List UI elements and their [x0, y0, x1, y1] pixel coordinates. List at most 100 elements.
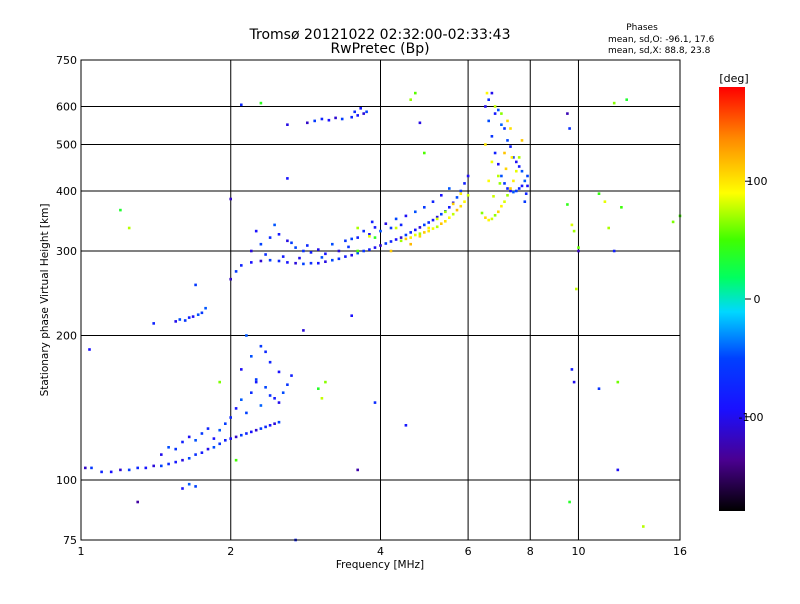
- data-point: [250, 391, 253, 394]
- data-point: [259, 427, 263, 430]
- data-point: [218, 442, 221, 446]
- data-point: [337, 249, 341, 253]
- data-point: [616, 468, 620, 472]
- y-axis-label: Stationary phase Virtual Height [km]: [39, 204, 51, 397]
- data-point: [493, 105, 497, 108]
- data-point: [234, 435, 238, 439]
- data-point: [394, 226, 398, 230]
- data-point: [389, 249, 393, 253]
- y-tick-label: 300: [56, 245, 77, 258]
- data-point: [566, 112, 569, 115]
- data-point: [331, 242, 334, 246]
- colorbar-tick-label: 100: [747, 175, 768, 188]
- data-point: [259, 404, 263, 407]
- data-point: [320, 256, 324, 259]
- data-point: [224, 439, 227, 442]
- data-point: [268, 236, 272, 239]
- data-point: [444, 220, 447, 223]
- data-point: [344, 255, 347, 258]
- data-point: [597, 192, 601, 195]
- data-point: [509, 187, 512, 190]
- data-point: [206, 447, 210, 451]
- data-point: [362, 229, 365, 233]
- data-point: [455, 208, 459, 212]
- data-point: [340, 117, 344, 121]
- data-point: [492, 195, 495, 198]
- data-point: [194, 439, 197, 442]
- data-point: [212, 437, 216, 440]
- data-point: [234, 407, 238, 410]
- data-point: [240, 398, 243, 401]
- data-point: [409, 98, 412, 101]
- data-point: [368, 233, 371, 236]
- x-tick-label: 8: [527, 545, 534, 558]
- data-point: [414, 210, 417, 214]
- data-point: [404, 237, 408, 241]
- data-point: [500, 112, 503, 115]
- data-point: [317, 387, 320, 390]
- data-point: [487, 98, 490, 101]
- data-point: [577, 246, 580, 249]
- data-point: [350, 237, 353, 241]
- data-point: [487, 119, 490, 123]
- data-point: [281, 391, 285, 394]
- data-point: [317, 261, 320, 265]
- data-point: [320, 397, 324, 400]
- data-point: [245, 334, 248, 337]
- data-point: [435, 225, 439, 229]
- data-point: [356, 226, 359, 230]
- data-point: [493, 214, 497, 217]
- data-point: [240, 264, 243, 267]
- data-point: [268, 360, 272, 364]
- data-point: [144, 466, 148, 470]
- data-point: [183, 319, 187, 322]
- data-point: [497, 174, 500, 178]
- data-point: [459, 192, 463, 195]
- data-point: [365, 110, 368, 114]
- data-point: [490, 135, 494, 138]
- data-point: [620, 206, 623, 209]
- data-point: [324, 252, 327, 256]
- data-point: [414, 91, 417, 95]
- data-point: [264, 350, 267, 354]
- data-point: [515, 169, 518, 173]
- data-point: [497, 210, 500, 214]
- data-point: [277, 370, 281, 374]
- data-point: [389, 240, 393, 243]
- data-point: [520, 184, 524, 188]
- data-point: [373, 246, 377, 249]
- data-point: [356, 249, 359, 253]
- data-point: [597, 387, 601, 390]
- data-point: [100, 470, 103, 474]
- data-point: [254, 428, 258, 432]
- data-point: [362, 112, 365, 115]
- colorbar-tick-label: 0: [754, 293, 761, 306]
- data-point: [174, 460, 177, 464]
- data-point: [331, 258, 334, 262]
- data-point: [414, 228, 417, 232]
- data-point: [254, 229, 258, 233]
- data-point: [250, 430, 253, 434]
- data-point: [423, 223, 426, 227]
- colorbar: [719, 87, 745, 511]
- data-point: [218, 428, 221, 432]
- axis-ticks: 1 2 4 6 8 10 16 75 100 200 300 400 500 600 750: [56, 54, 687, 558]
- data-point: [290, 374, 293, 377]
- data-point: [466, 194, 470, 197]
- data-point: [240, 433, 243, 437]
- data-point: [254, 378, 258, 381]
- data-point: [109, 470, 113, 474]
- data-point: [523, 179, 527, 183]
- data-point: [317, 248, 320, 251]
- data-point: [517, 156, 521, 159]
- data-point: [509, 127, 512, 130]
- data-point: [503, 127, 506, 130]
- data-point: [277, 233, 281, 236]
- colorbar-tick-label: -100: [739, 411, 764, 424]
- data-point: [127, 468, 131, 472]
- data-point: [526, 174, 529, 178]
- data-point: [362, 249, 365, 253]
- data-point: [389, 226, 393, 230]
- data-point: [493, 112, 497, 115]
